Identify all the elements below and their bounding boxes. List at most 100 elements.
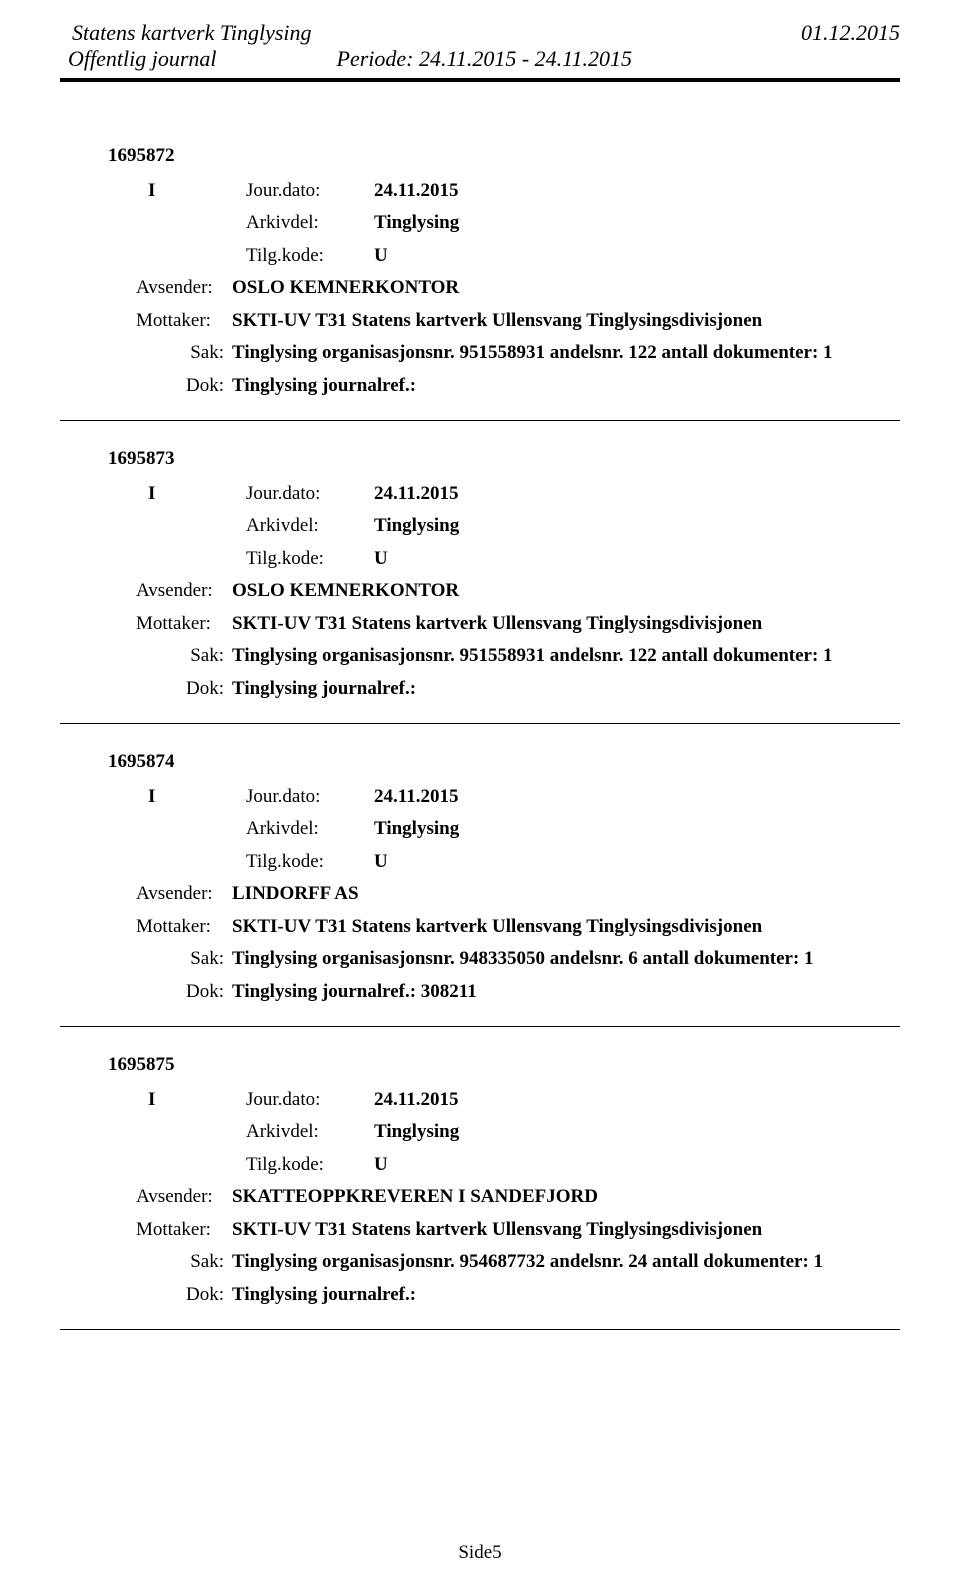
entry-divider <box>60 420 900 421</box>
entry-row: I Jour.dato: 24.11.2015 <box>108 480 900 509</box>
journal-entry: 1695872 I Jour.dato: 24.11.2015 Arkivdel… <box>60 142 900 400</box>
sak-value: Tinglysing organisasjonsnr. 951558931 an… <box>232 339 833 368</box>
journal-entry: 1695874 I Jour.dato: 24.11.2015 Arkivdel… <box>60 748 900 1006</box>
jour-value: 24.11.2015 <box>374 177 458 206</box>
sak-value: Tinglysing organisasjonsnr. 954687732 an… <box>232 1248 823 1277</box>
header-periode: Periode: 24.11.2015 - 24.11.2015 <box>337 46 633 72</box>
mottaker-label: Mottaker: <box>136 307 232 336</box>
entry-row: Avsender: SKATTEOPPKREVEREN I SANDEFJORD <box>108 1183 900 1212</box>
entry-divider <box>60 1026 900 1027</box>
dok-label: Dok: <box>136 1281 232 1310</box>
entry-row: Sak: Tinglysing organisasjonsnr. 9515589… <box>108 339 900 368</box>
entry-row: Tilg.kode: U <box>108 848 900 877</box>
entry-row: Sak: Tinglysing organisasjonsnr. 9515589… <box>108 642 900 671</box>
entry-divider <box>60 723 900 724</box>
entries-container: 1695872 I Jour.dato: 24.11.2015 Arkivdel… <box>60 142 900 1330</box>
sak-label: Sak: <box>136 642 232 671</box>
entry-row: Tilg.kode: U <box>108 242 900 271</box>
journal-entry: 1695873 I Jour.dato: 24.11.2015 Arkivdel… <box>60 445 900 703</box>
entry-row: Arkivdel: Tinglysing <box>108 512 900 541</box>
jour-label: Jour.dato: <box>246 1086 374 1115</box>
entry-type: I <box>148 480 246 509</box>
entry-row: Mottaker: SKTI-UV T31 Statens kartverk U… <box>108 610 900 639</box>
avsender-label: Avsender: <box>136 274 232 303</box>
header-date: 01.12.2015 <box>801 20 900 46</box>
page-header: Statens kartverk Tinglysing 01.12.2015 O… <box>60 20 900 72</box>
tilg-label: Tilg.kode: <box>246 1151 374 1180</box>
tilg-label: Tilg.kode: <box>246 545 374 574</box>
sak-label: Sak: <box>136 1248 232 1277</box>
journal-entry: 1695875 I Jour.dato: 24.11.2015 Arkivdel… <box>60 1051 900 1309</box>
sak-value: Tinglysing organisasjonsnr. 951558931 an… <box>232 642 833 671</box>
arkiv-value: Tinglysing <box>374 209 459 238</box>
jour-label: Jour.dato: <box>246 480 374 509</box>
avsender-value: OSLO KEMNERKONTOR <box>232 577 459 606</box>
avsender-label: Avsender: <box>136 577 232 606</box>
dok-label: Dok: <box>136 978 232 1007</box>
sak-label: Sak: <box>136 339 232 368</box>
arkiv-label: Arkivdel: <box>246 815 374 844</box>
entry-id: 1695872 <box>108 142 900 171</box>
entry-row: Avsender: OSLO KEMNERKONTOR <box>108 577 900 606</box>
entry-id: 1695875 <box>108 1051 900 1080</box>
jour-value: 24.11.2015 <box>374 783 458 812</box>
dok-value: Tinglysing journalref.: <box>232 372 416 401</box>
entry-row: Avsender: OSLO KEMNERKONTOR <box>108 274 900 303</box>
entry-row: Tilg.kode: U <box>108 545 900 574</box>
arkiv-value: Tinglysing <box>374 815 459 844</box>
arkiv-value: Tinglysing <box>374 1118 459 1147</box>
arkiv-label: Arkivdel: <box>246 209 374 238</box>
entry-row: I Jour.dato: 24.11.2015 <box>108 177 900 206</box>
tilg-value: U <box>374 848 388 877</box>
mottaker-label: Mottaker: <box>136 913 232 942</box>
tilg-label: Tilg.kode: <box>246 848 374 877</box>
jour-value: 24.11.2015 <box>374 480 458 509</box>
entry-row: Arkivdel: Tinglysing <box>108 209 900 238</box>
mottaker-value: SKTI-UV T31 Statens kartverk Ullensvang … <box>232 1216 762 1245</box>
arkiv-label: Arkivdel: <box>246 1118 374 1147</box>
tilg-value: U <box>374 1151 388 1180</box>
entry-row: Dok: Tinglysing journalref.: <box>108 675 900 704</box>
entry-row: Mottaker: SKTI-UV T31 Statens kartverk U… <box>108 913 900 942</box>
page-number: Side5 <box>458 1542 501 1563</box>
entry-row: Avsender: LINDORFF AS <box>108 880 900 909</box>
entry-row: Arkivdel: Tinglysing <box>108 1118 900 1147</box>
entry-row: Dok: Tinglysing journalref.: <box>108 372 900 401</box>
entry-divider <box>60 1329 900 1330</box>
tilg-value: U <box>374 545 388 574</box>
entry-type: I <box>148 783 246 812</box>
avsender-value: LINDORFF AS <box>232 880 359 909</box>
avsender-label: Avsender: <box>136 1183 232 1212</box>
jour-label: Jour.dato: <box>246 177 374 206</box>
page-footer: Side5 <box>0 1542 960 1564</box>
entry-type: I <box>148 177 246 206</box>
entry-id: 1695874 <box>108 748 900 777</box>
mottaker-value: SKTI-UV T31 Statens kartverk Ullensvang … <box>232 307 762 336</box>
entry-row: Dok: Tinglysing journalref.: 308211 <box>108 978 900 1007</box>
arkiv-label: Arkivdel: <box>246 512 374 541</box>
entry-row: Sak: Tinglysing organisasjonsnr. 9546877… <box>108 1248 900 1277</box>
entry-row: Sak: Tinglysing organisasjonsnr. 9483350… <box>108 945 900 974</box>
entry-row: Arkivdel: Tinglysing <box>108 815 900 844</box>
arkiv-value: Tinglysing <box>374 512 459 541</box>
mottaker-value: SKTI-UV T31 Statens kartverk Ullensvang … <box>232 913 762 942</box>
header-subtitle: Offentlig journal <box>68 46 217 72</box>
dok-value: Tinglysing journalref.: <box>232 1281 416 1310</box>
entry-row: Dok: Tinglysing journalref.: <box>108 1281 900 1310</box>
entry-row: Mottaker: SKTI-UV T31 Statens kartverk U… <box>108 1216 900 1245</box>
sak-label: Sak: <box>136 945 232 974</box>
dok-value: Tinglysing journalref.: 308211 <box>232 978 477 1007</box>
dok-value: Tinglysing journalref.: <box>232 675 416 704</box>
jour-value: 24.11.2015 <box>374 1086 458 1115</box>
mottaker-value: SKTI-UV T31 Statens kartverk Ullensvang … <box>232 610 762 639</box>
dok-label: Dok: <box>136 675 232 704</box>
entry-row: I Jour.dato: 24.11.2015 <box>108 783 900 812</box>
avsender-label: Avsender: <box>136 880 232 909</box>
entry-row: Tilg.kode: U <box>108 1151 900 1180</box>
entry-id: 1695873 <box>108 445 900 474</box>
jour-label: Jour.dato: <box>246 783 374 812</box>
avsender-value: SKATTEOPPKREVEREN I SANDEFJORD <box>232 1183 598 1212</box>
sak-value: Tinglysing organisasjonsnr. 948335050 an… <box>232 945 814 974</box>
header-title-left: Statens kartverk Tinglysing <box>72 20 312 46</box>
tilg-value: U <box>374 242 388 271</box>
